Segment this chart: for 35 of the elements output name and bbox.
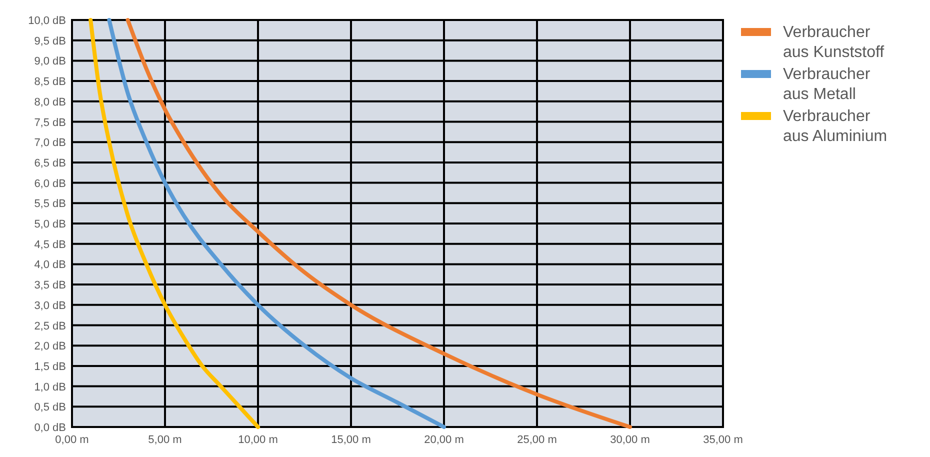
x-tick-label: 10,00 m — [238, 434, 278, 446]
y-tick-label: 5,5 dB — [34, 198, 66, 210]
y-tick-label: 4,5 dB — [34, 238, 66, 251]
line-series — [107, 18, 446, 429]
x-tick-label: 20,00 m — [424, 434, 464, 446]
legend-label: Verbraucher aus Kunststoff — [783, 24, 885, 61]
y-tick-label: 2,5 dB — [34, 320, 66, 332]
y-tick-label: 1,5 dB — [34, 360, 66, 373]
x-tick-label: 15,00 m — [331, 434, 371, 446]
y-tick-label: 1,0 dB — [34, 381, 66, 394]
y-tick-label: 0,5 dB — [34, 402, 66, 414]
y-tick-label: 5,0 dB — [34, 218, 66, 230]
y-tick-label: 0,0 dB — [34, 422, 66, 434]
x-tick-label: 30,00 m — [610, 434, 650, 446]
y-tick-label: 8,0 dB — [34, 96, 66, 108]
legend-label: Verbraucher aus Metall — [783, 66, 871, 103]
y-tick-label: 3,5 dB — [34, 280, 66, 292]
y-tick-label: 6,5 dB — [34, 157, 66, 170]
x-tick-label: 35,00 m — [703, 434, 743, 446]
y-tick-label: 2,0 dB — [34, 340, 66, 353]
x-tick-label: 5,00 m — [148, 434, 182, 446]
y-tick-label: 7,0 dB — [34, 137, 66, 150]
y-tick-label: 9,0 dB — [34, 56, 66, 68]
x-tick-label: 25,00 m — [517, 434, 557, 446]
y-tick-label: 9,5 dB — [34, 35, 66, 48]
y-tick-label: 7,5 dB — [34, 116, 66, 129]
y-tick-label: 8,5 dB — [34, 76, 66, 88]
y-tick-label: 4,0 dB — [34, 259, 66, 272]
y-tick-label: 3,0 dB — [34, 300, 66, 312]
y-tick-label: 6,0 dB — [34, 178, 66, 190]
y-tick-label: 10,0 dB — [28, 15, 66, 27]
x-tick-label: 0,00 m — [55, 434, 89, 446]
legend-label: Verbraucher aus Aluminium — [783, 108, 888, 145]
line-series — [88, 18, 260, 429]
line-series — [126, 18, 632, 429]
